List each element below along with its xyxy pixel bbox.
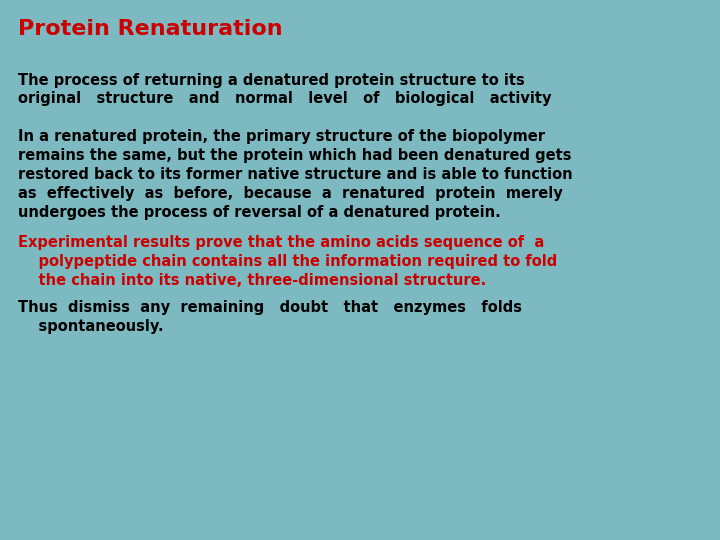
Text: Experimental results prove that the amino acids sequence of  a: Experimental results prove that the amin… — [18, 235, 544, 250]
Text: as  effectively  as  before,  because  a  renatured  protein  merely: as effectively as before, because a rena… — [18, 186, 563, 201]
Text: the chain into its native, three-dimensional structure.: the chain into its native, three-dimensi… — [18, 273, 486, 288]
Text: restored back to its former native structure and is able to function: restored back to its former native struc… — [18, 167, 572, 182]
Text: polypeptide chain contains all the information required to fold: polypeptide chain contains all the infor… — [18, 254, 557, 269]
Text: remains the same, but the protein which had been denatured gets: remains the same, but the protein which … — [18, 147, 572, 163]
Text: The process of returning a denatured protein structure to its: The process of returning a denatured pro… — [18, 73, 525, 88]
Text: Thus  dismiss  any  remaining   doubt   that   enzymes   folds: Thus dismiss any remaining doubt that en… — [18, 300, 522, 315]
Text: In a renatured protein, the primary structure of the biopolymer: In a renatured protein, the primary stru… — [18, 129, 545, 144]
Text: original   structure   and   normal   level   of   biological   activity: original structure and normal level of b… — [18, 91, 552, 106]
Text: spontaneously.: spontaneously. — [18, 319, 163, 334]
Text: undergoes the process of reversal of a denatured protein.: undergoes the process of reversal of a d… — [18, 205, 500, 220]
Text: Protein Renaturation: Protein Renaturation — [18, 19, 283, 39]
